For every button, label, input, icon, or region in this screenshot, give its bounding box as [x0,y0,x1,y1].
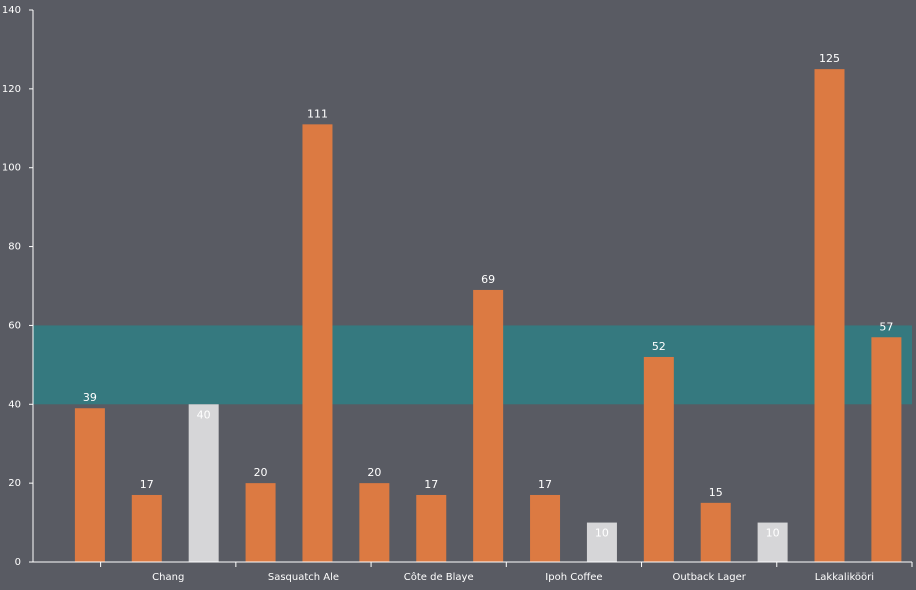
data-label: 57 [879,320,893,333]
bar [586,522,617,562]
range-band [33,325,912,405]
y-tick-label: 100 [2,163,21,174]
y-tick-label: 120 [2,84,21,95]
bar [245,483,276,562]
x-tick-label: Outback Lager [672,572,746,583]
bar [473,289,504,562]
bar [871,337,902,562]
data-label: 52 [652,340,666,353]
bar [643,356,674,562]
data-label: 40 [197,408,211,421]
bar [74,408,105,562]
bar [131,494,162,562]
y-tick-label: 80 [8,242,21,253]
data-label: 125 [819,52,840,65]
data-label: 17 [424,478,438,491]
x-tick-label: Chang [152,572,184,583]
bar [757,522,788,562]
data-label: 10 [595,527,609,540]
x-tick-label: Ipoh Coffee [545,572,602,583]
data-label: 20 [367,466,381,479]
data-label: 20 [254,466,268,479]
bar [530,494,561,562]
y-tick-label: 60 [8,320,21,331]
y-tick-label: 0 [15,557,21,568]
y-tick-label: 20 [8,478,21,489]
bar [700,502,731,562]
bar [416,494,447,562]
data-label: 10 [766,527,780,540]
data-label: 69 [481,273,495,286]
x-tick-label: Lakkalikööri [815,572,874,583]
data-label: 17 [140,478,154,491]
data-label: 17 [538,478,552,491]
y-tick-label: 140 [2,5,21,16]
bar [302,124,333,562]
data-label: 111 [307,107,328,120]
bar [359,483,390,562]
data-label: 15 [709,486,723,499]
data-label: 39 [83,391,97,404]
bar [814,69,845,563]
x-tick-label: Sasquatch Ale [268,572,339,583]
x-tick-label: Côte de Blaye [404,571,474,583]
y-tick-label: 40 [8,399,21,410]
bar [188,404,219,562]
